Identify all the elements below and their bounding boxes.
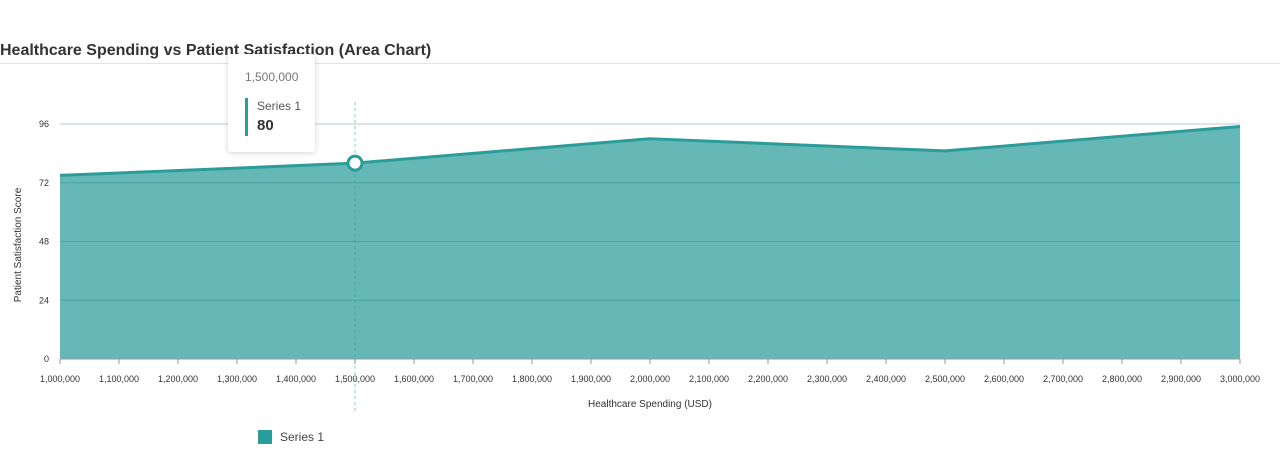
x-tick-label: 2,000,000 (630, 374, 670, 384)
x-tick-label: 1,600,000 (394, 374, 434, 384)
legend[interactable]: Series 1 (258, 430, 324, 444)
x-tick-label: 2,400,000 (866, 374, 906, 384)
tooltip: 1,500,000 Series 1 80 (228, 54, 315, 152)
y-tick-label: 72 (39, 178, 49, 188)
area-series[interactable] (59, 123, 1241, 360)
tooltip-series-name: Series 1 (257, 99, 302, 113)
y-tick-label: 48 (39, 237, 49, 247)
tooltip-x-value: 1,500,000 (245, 70, 299, 84)
x-tick-label: 2,600,000 (984, 374, 1024, 384)
x-tick-label: 2,100,000 (689, 374, 729, 384)
y-tick-label: 24 (39, 295, 49, 305)
x-tick-label: 1,000,000 (40, 374, 80, 384)
series-line (59, 124, 1241, 177)
y-tick-label: 96 (39, 119, 49, 129)
x-tick-label: 2,800,000 (1102, 374, 1142, 384)
x-axis-label: Healthcare Spending (USD) (588, 399, 712, 410)
title-divider (0, 63, 1280, 64)
x-tick-label: 1,100,000 (99, 374, 139, 384)
chart-title: Healthcare Spending vs Patient Satisfact… (0, 42, 432, 59)
x-tick-label: 2,700,000 (1043, 374, 1083, 384)
x-tick-label: 1,300,000 (217, 374, 257, 384)
x-tick-label: 1,800,000 (512, 374, 552, 384)
y-axis-label: Patient Satisfaction Score (13, 187, 24, 302)
x-tick-label: 1,400,000 (276, 374, 316, 384)
axes (59, 358, 1241, 364)
hover-point (346, 154, 364, 172)
legend-swatch (258, 430, 272, 444)
x-tick-label: 3,000,000 (1220, 374, 1260, 384)
x-tick-label: 1,200,000 (158, 374, 198, 384)
tooltip-series-marker (245, 98, 248, 136)
x-tick-label: 2,200,000 (748, 374, 788, 384)
x-tick-label: 2,300,000 (807, 374, 847, 384)
x-tick-label: 1,700,000 (453, 374, 493, 384)
hover-cursor (346, 102, 364, 414)
x-tick-label: 2,900,000 (1161, 374, 1201, 384)
x-tick-label: 2,500,000 (925, 374, 965, 384)
area-fill (60, 126, 1240, 360)
x-tick-label: 1,900,000 (571, 374, 611, 384)
tooltip-value: 80 (257, 117, 274, 134)
y-tick-label: 0 (44, 354, 49, 364)
legend-label: Series 1 (280, 430, 325, 444)
